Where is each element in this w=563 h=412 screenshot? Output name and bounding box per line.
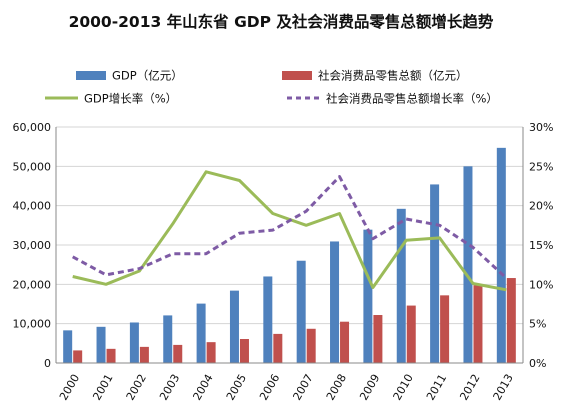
x-tick-label: 2010 bbox=[391, 372, 416, 403]
legend-swatch-retail bbox=[282, 71, 312, 80]
y-left-tick-label: 60,000 bbox=[13, 121, 52, 134]
bar-gdp bbox=[330, 241, 340, 363]
x-tick-label: 2008 bbox=[324, 372, 349, 403]
line-retail-growth bbox=[71, 175, 508, 280]
bar-gdp bbox=[430, 184, 440, 363]
y-right-tick-label: 20% bbox=[529, 200, 553, 213]
bar-retail bbox=[373, 315, 383, 363]
x-tick-label: 2003 bbox=[157, 372, 182, 403]
bar-gdp bbox=[129, 322, 139, 363]
bar-gdp bbox=[229, 290, 239, 363]
x-tick-label: 2009 bbox=[357, 372, 382, 403]
bar-gdp bbox=[463, 166, 473, 363]
x-tick-label: 2011 bbox=[424, 372, 449, 403]
legend-label-retail-growth: 社会消费品零售总额增长率（%） bbox=[326, 92, 498, 106]
y-right-tick-label: 0% bbox=[529, 357, 546, 370]
y-right-tick-label: 5% bbox=[529, 318, 546, 331]
y-left-tick-label: 20,000 bbox=[13, 278, 52, 291]
x-tick-label: 2012 bbox=[457, 372, 482, 403]
y-right-tick-label: 25% bbox=[529, 160, 553, 173]
y-left-tick-label: 10,000 bbox=[13, 318, 52, 331]
y-left-tick-label: 40,000 bbox=[13, 200, 52, 213]
bar-retail bbox=[273, 333, 283, 363]
x-tick-label: 2005 bbox=[224, 372, 249, 403]
bar-retail bbox=[139, 346, 149, 363]
bar-gdp bbox=[196, 303, 206, 363]
y-left-tick-label: 0 bbox=[44, 357, 51, 370]
bar-gdp bbox=[363, 229, 373, 363]
bar-retail bbox=[340, 321, 350, 363]
y-left-tick-label: 30,000 bbox=[13, 239, 52, 252]
bar-gdp bbox=[96, 326, 106, 363]
bar-retail bbox=[206, 342, 216, 363]
line-series bbox=[71, 170, 508, 292]
y-left-tick-label: 50,000 bbox=[13, 160, 52, 173]
bar-gdp bbox=[163, 315, 173, 363]
bar-gdp bbox=[263, 276, 273, 363]
bar-retail bbox=[406, 305, 416, 363]
x-tick-label: 2007 bbox=[291, 372, 316, 403]
y-right-tick-label: 15% bbox=[529, 239, 553, 252]
bar-gdp bbox=[296, 260, 306, 363]
x-tick-label: 2004 bbox=[190, 372, 215, 403]
bar-retail bbox=[173, 344, 183, 363]
y-right-tick-label: 30% bbox=[529, 121, 553, 134]
x-tick-label: 2002 bbox=[124, 372, 149, 403]
legend-swatch-gdp bbox=[76, 71, 106, 80]
bar-retail bbox=[306, 328, 316, 363]
bar-retail bbox=[473, 285, 483, 363]
bar-gdp bbox=[63, 330, 73, 363]
legend-label-gdp-growth: GDP增长率（%） bbox=[84, 92, 177, 106]
y-right-tick-label: 10% bbox=[529, 278, 553, 291]
legend-label-gdp: GDP（亿元） bbox=[112, 69, 183, 83]
bar-series bbox=[63, 147, 516, 363]
bar-retail bbox=[506, 278, 516, 363]
bar-gdp bbox=[396, 208, 406, 363]
bar-retail bbox=[440, 295, 450, 363]
bar-retail bbox=[239, 339, 249, 363]
chart-title: 2000-2013 年山东省 GDP 及社会消费品零售总额增长趋势 bbox=[69, 12, 494, 31]
x-tick-label: 2006 bbox=[257, 372, 282, 403]
x-tick-label: 2013 bbox=[491, 372, 516, 403]
bar-retail bbox=[73, 350, 83, 363]
x-tick-label: 2001 bbox=[90, 372, 115, 403]
gridlines bbox=[56, 126, 523, 325]
bar-gdp bbox=[496, 147, 506, 363]
line-gdp-growth bbox=[72, 170, 507, 292]
x-tick-label: 2000 bbox=[57, 372, 82, 403]
bar-retail bbox=[106, 348, 116, 363]
legend-label-retail: 社会消费品零售总额（亿元） bbox=[318, 69, 468, 83]
legend: GDP（亿元） 社会消费品零售总额（亿元） GDP增长率（%） 社会消费品零售总… bbox=[45, 69, 498, 106]
